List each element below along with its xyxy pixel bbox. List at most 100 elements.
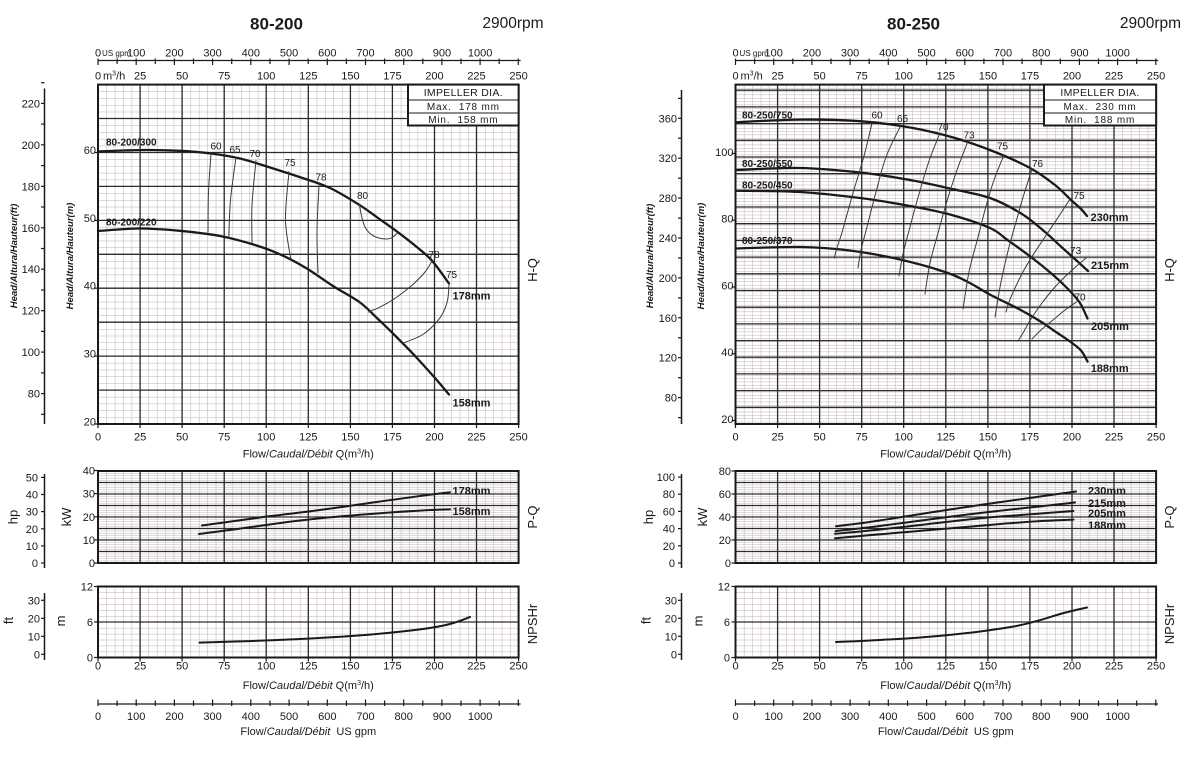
svg-text:Flow/Caudal/Débit US gpm: Flow/Caudal/Débit US gpm [878, 726, 1014, 738]
svg-text:225: 225 [467, 71, 485, 83]
svg-text:200: 200 [165, 48, 183, 60]
svg-text:80: 80 [357, 191, 369, 202]
svg-text:200: 200 [425, 432, 443, 444]
svg-text:500: 500 [917, 711, 935, 723]
svg-text:30: 30 [83, 489, 95, 501]
svg-text:188mm: 188mm [1088, 520, 1126, 532]
svg-text:75: 75 [856, 432, 868, 444]
svg-text:ft: ft [639, 617, 654, 625]
svg-text:700: 700 [994, 48, 1012, 60]
svg-text:10: 10 [28, 631, 40, 643]
svg-text:225: 225 [1105, 71, 1123, 83]
svg-text:2900rpm: 2900rpm [482, 15, 543, 32]
svg-text:300: 300 [841, 48, 859, 60]
svg-text:80: 80 [663, 489, 675, 501]
svg-text:0: 0 [724, 653, 730, 665]
svg-text:75: 75 [997, 142, 1009, 153]
svg-text:80: 80 [721, 214, 733, 226]
svg-text:100: 100 [127, 48, 145, 60]
svg-text:Min. 188 mm: Min. 188 mm [1065, 115, 1135, 126]
svg-text:175: 175 [383, 661, 401, 673]
svg-text:20: 20 [663, 541, 675, 553]
svg-text:125: 125 [937, 432, 955, 444]
svg-text:100: 100 [257, 661, 275, 673]
svg-text:175: 175 [1021, 661, 1039, 673]
svg-text:178mm: 178mm [453, 291, 491, 303]
svg-text:1000: 1000 [1105, 711, 1129, 723]
svg-text:500: 500 [280, 711, 298, 723]
svg-text:100: 100 [715, 147, 733, 159]
svg-text:188mm: 188mm [1091, 363, 1129, 375]
svg-text:75: 75 [446, 270, 458, 281]
svg-text:30: 30 [665, 595, 677, 607]
svg-text:200: 200 [425, 71, 443, 83]
svg-text:40: 40 [26, 490, 38, 502]
svg-text:300: 300 [203, 48, 221, 60]
svg-text:Flow/Caudal/Débit Q(m3/h): Flow/Caudal/Débit Q(m3/h) [880, 449, 1011, 461]
svg-text:Flow/Caudal/Débit US gpm: Flow/Caudal/Débit US gpm [240, 726, 376, 738]
svg-text:900: 900 [1070, 48, 1088, 60]
svg-text:250: 250 [1147, 71, 1165, 83]
svg-text:20: 20 [28, 613, 40, 625]
svg-text:IMPELLER DIA.: IMPELLER DIA. [424, 87, 503, 99]
svg-text:150: 150 [979, 71, 997, 83]
svg-text:178mm: 178mm [453, 486, 491, 498]
svg-text:80: 80 [665, 393, 677, 405]
svg-text:100: 100 [127, 711, 145, 723]
svg-text:100: 100 [895, 432, 913, 444]
svg-text:12: 12 [718, 582, 730, 594]
svg-text:80-250/450: 80-250/450 [742, 181, 793, 192]
svg-text:175: 175 [383, 71, 401, 83]
svg-text:125: 125 [937, 71, 955, 83]
svg-text:kW: kW [59, 507, 74, 527]
svg-text:200: 200 [425, 661, 443, 673]
svg-text:78: 78 [428, 250, 440, 261]
svg-text:US gpm: US gpm [102, 49, 131, 58]
svg-text:175: 175 [1021, 71, 1039, 83]
svg-text:100: 100 [257, 432, 275, 444]
svg-text:0: 0 [671, 649, 677, 661]
svg-text:200: 200 [659, 273, 677, 285]
svg-text:150: 150 [341, 71, 359, 83]
svg-text:120: 120 [659, 353, 677, 365]
svg-text:900: 900 [1070, 711, 1088, 723]
svg-text:205mm: 205mm [1091, 321, 1129, 333]
svg-text:0: 0 [669, 558, 675, 570]
svg-text:10: 10 [83, 535, 95, 547]
svg-text:100: 100 [657, 472, 675, 484]
svg-text:700: 700 [994, 711, 1012, 723]
svg-text:800: 800 [1032, 48, 1050, 60]
svg-text:160: 160 [22, 223, 40, 235]
svg-text:Flow/Caudal/Débit Q(m3/h): Flow/Caudal/Débit Q(m3/h) [243, 449, 374, 461]
svg-text:225: 225 [1105, 432, 1123, 444]
svg-text:30: 30 [26, 507, 38, 519]
svg-text:220: 220 [22, 98, 40, 110]
svg-text:50: 50 [813, 432, 825, 444]
svg-text:Head/Altura/Hauteur(m): Head/Altura/Hauteur(m) [65, 203, 76, 310]
svg-text:30: 30 [84, 349, 96, 361]
svg-text:kW: kW [695, 507, 710, 527]
svg-text:20: 20 [26, 524, 38, 536]
svg-text:200: 200 [22, 140, 40, 152]
svg-text:78: 78 [315, 173, 327, 184]
svg-text:800: 800 [395, 48, 413, 60]
svg-text:50: 50 [176, 71, 188, 83]
svg-text:US gpm: US gpm [740, 49, 769, 58]
svg-text:2900rpm: 2900rpm [1120, 15, 1181, 32]
svg-text:0: 0 [32, 558, 38, 570]
svg-text:125: 125 [937, 661, 955, 673]
svg-text:400: 400 [879, 48, 897, 60]
svg-text:50: 50 [84, 213, 96, 225]
svg-text:150: 150 [341, 661, 359, 673]
svg-text:70: 70 [1074, 293, 1086, 304]
svg-text:900: 900 [433, 711, 451, 723]
svg-text:800: 800 [1032, 711, 1050, 723]
svg-text:40: 40 [84, 281, 96, 293]
svg-text:250: 250 [1147, 661, 1165, 673]
svg-text:250: 250 [509, 661, 527, 673]
svg-text:40: 40 [663, 524, 675, 536]
svg-text:600: 600 [956, 711, 974, 723]
svg-text:0: 0 [95, 71, 101, 83]
svg-text:Head/Altura/Hauteur(ft): Head/Altura/Hauteur(ft) [645, 204, 656, 309]
svg-text:180: 180 [22, 181, 40, 193]
